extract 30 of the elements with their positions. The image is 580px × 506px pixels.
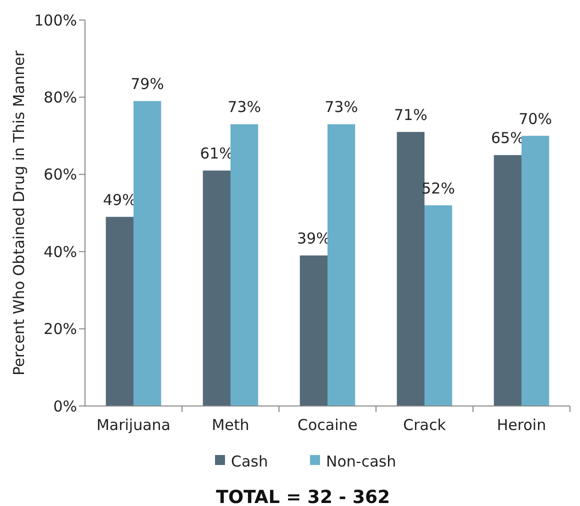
y-tick-label: 60% (44, 166, 77, 184)
bar (202, 170, 230, 406)
legend-label: Cash (231, 452, 268, 470)
bar (424, 205, 452, 406)
x-tick-label: Meth (212, 416, 250, 434)
bar (300, 255, 328, 406)
y-tick-label: 80% (44, 88, 77, 106)
y-tick-label: 20% (44, 320, 77, 338)
data-label: 70% (518, 110, 552, 128)
x-tick-label: Marijuana (96, 416, 171, 434)
data-label: 79% (130, 75, 164, 94)
bar (522, 136, 550, 406)
x-tick-label: Cocaine (298, 416, 358, 434)
bar (134, 101, 162, 406)
x-tick-label: Crack (403, 416, 446, 434)
bar (106, 216, 134, 406)
legend-label: Non-cash (326, 452, 396, 470)
y-tick-label: 40% (44, 242, 77, 261)
data-label: 71% (394, 106, 428, 124)
y-axis-title: Percent Who Obtained Drug in This Manner (10, 50, 28, 376)
bar (230, 124, 258, 406)
y-tick-label: 0% (53, 397, 77, 416)
data-label: 73% (324, 98, 358, 116)
data-label: 73% (228, 98, 261, 116)
x-tick-label: Heroin (496, 416, 546, 434)
bar (396, 132, 424, 406)
text: TOTAL = 32 - 362 (216, 487, 390, 506)
bar (494, 155, 522, 406)
y-tick-label: 100% (34, 11, 77, 30)
bar (328, 124, 356, 406)
